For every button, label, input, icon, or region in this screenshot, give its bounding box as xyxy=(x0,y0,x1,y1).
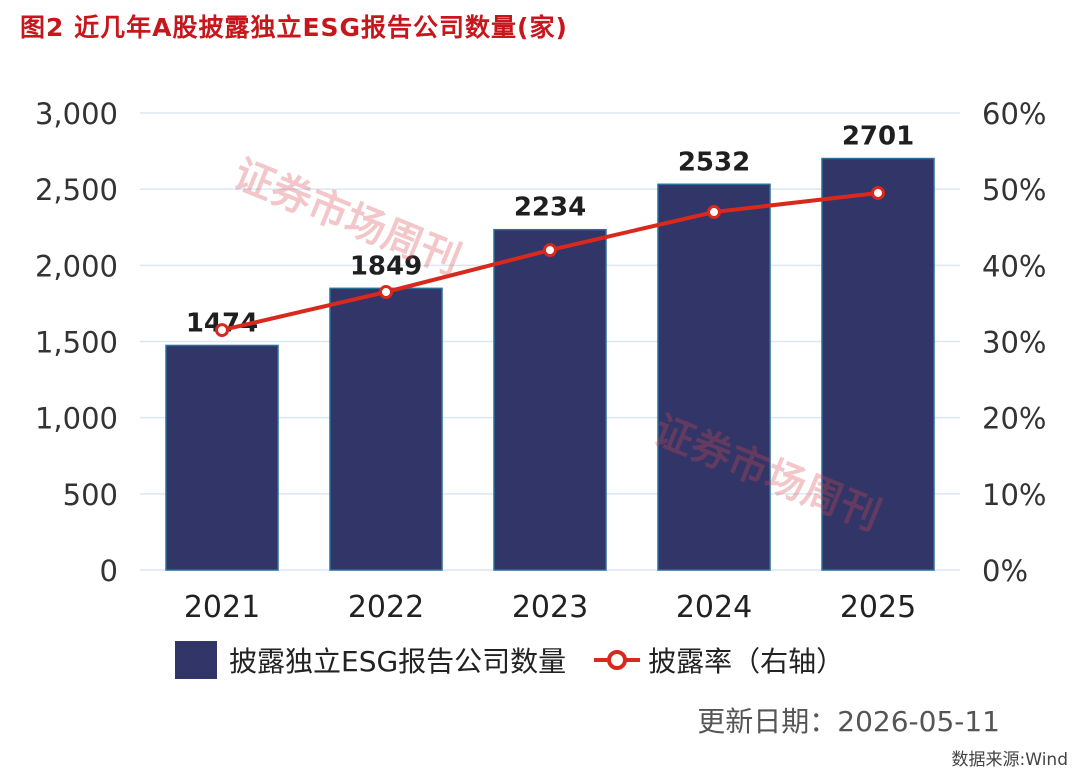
legend: 披露独立ESG报告公司数量 披露率（右轴） xyxy=(175,640,844,680)
bar xyxy=(329,287,443,571)
y-left-tick-label: 2,000 xyxy=(35,249,118,283)
y-right-tick-label: 10% xyxy=(982,478,1046,512)
update-date: 更新日期：2026-05-11 xyxy=(697,705,1000,738)
legend-bar-swatch xyxy=(175,641,217,679)
y-left-tick-label: 0 xyxy=(100,554,118,588)
legend-line-icon xyxy=(594,650,641,670)
legend-line-label: 披露率（右轴） xyxy=(648,645,845,678)
y-right-tick-label: 40% xyxy=(982,249,1046,283)
y-left-tick-label: 1,000 xyxy=(35,402,118,436)
bar-data-label: 1849 xyxy=(350,251,422,281)
x-tick-label: 2025 xyxy=(840,590,916,625)
line-point xyxy=(215,323,229,338)
bar-data-label: 2234 xyxy=(514,193,586,223)
chart-title: 图2 近几年A股披露独立ESG报告公司数量(家) xyxy=(20,13,568,42)
bar-data-label: 2532 xyxy=(678,147,750,177)
bar xyxy=(657,183,771,571)
legend-bar-label: 披露独立ESG报告公司数量 xyxy=(229,645,567,678)
y-left-tick-label: 3,000 xyxy=(35,97,118,131)
y-right-tick-label: 50% xyxy=(982,173,1046,207)
bar xyxy=(493,228,607,571)
y-left-tick-label: 1,500 xyxy=(35,326,118,360)
y-left-tick-label: 500 xyxy=(63,478,118,512)
line-point xyxy=(871,185,885,200)
y-right-tick-label: 30% xyxy=(982,326,1046,360)
y-right-tick-label: 60% xyxy=(982,97,1046,131)
x-tick-label: 2023 xyxy=(512,590,588,625)
bar-data-label: 2701 xyxy=(842,122,914,152)
y-left-tick-label: 2,500 xyxy=(35,173,118,207)
x-tick-label: 2021 xyxy=(184,590,260,625)
y-right-tick-label: 20% xyxy=(982,402,1046,436)
bar xyxy=(165,344,279,571)
line-point xyxy=(543,243,557,258)
bar xyxy=(821,157,935,571)
x-tick-label: 2022 xyxy=(348,590,424,625)
line-point xyxy=(707,205,721,220)
y-right-tick-label: 0% xyxy=(982,554,1028,588)
line-point xyxy=(379,284,393,299)
data-source: 数据来源:Wind xyxy=(951,750,1068,770)
x-tick-label: 2024 xyxy=(676,590,752,625)
